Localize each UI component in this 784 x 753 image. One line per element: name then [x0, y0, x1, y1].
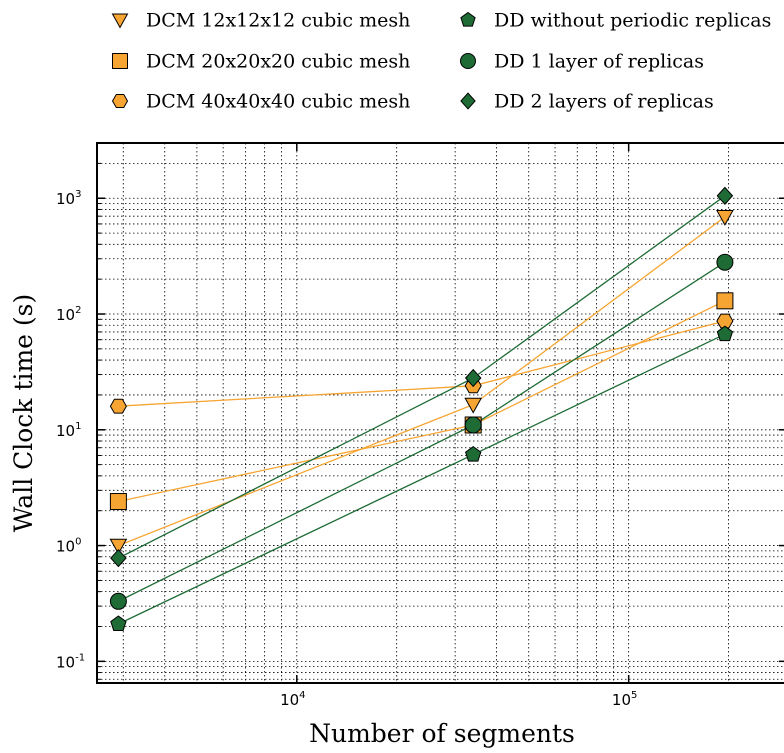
- legend-marker: [112, 53, 128, 69]
- y-tick-label: 10-1: [56, 652, 85, 671]
- series-markers: [109, 186, 734, 631]
- legend-item: DCM 20x20x20 cubic mesh: [112, 51, 410, 73]
- legend-label: DD 1 layer of replicas: [494, 51, 704, 73]
- y-axis-label: Wall Clock time (s): [9, 294, 38, 532]
- data-point-4: [464, 416, 482, 434]
- data-point-4: [716, 253, 734, 271]
- y-tick-label: 102: [56, 305, 81, 324]
- data-point-0: [716, 210, 734, 226]
- data-point-1: [109, 493, 127, 511]
- legend-item: DCM 40x40x40 cubic mesh: [111, 91, 410, 113]
- legend-label: DCM 20x20x20 cubic mesh: [146, 51, 410, 73]
- data-point-4: [109, 592, 127, 610]
- data-point-3: [110, 615, 127, 631]
- data-point-2: [109, 398, 127, 414]
- legend-label: DCM 12x12x12 cubic mesh: [146, 10, 410, 32]
- legend-marker: [460, 92, 476, 110]
- legend-item: DD 2 layers of replicas: [460, 91, 714, 113]
- data-point-5: [716, 186, 734, 205]
- data-point-5: [110, 548, 127, 568]
- grid: [97, 142, 784, 683]
- data-point-0: [464, 397, 483, 414]
- y-tick-label: 100: [56, 537, 81, 556]
- legend-marker: [111, 13, 129, 29]
- plot-frame: [96, 142, 784, 684]
- legend-label: DD without periodic replicas: [494, 10, 771, 32]
- y-tick-label: 103: [56, 189, 81, 208]
- series-line-4: [118, 261, 726, 602]
- data-point-0: [109, 538, 128, 555]
- series-lines: [118, 195, 726, 625]
- legend-item: DCM 12x12x12 cubic mesh: [111, 10, 410, 32]
- legend-marker: [111, 94, 129, 108]
- legend-marker: [460, 11, 476, 27]
- x-axis-label: Number of segments: [309, 719, 575, 748]
- y-tick-label: 101: [56, 421, 81, 440]
- data-point-1: [716, 292, 734, 310]
- x-tick-label: 105: [612, 690, 637, 709]
- legend-label: DCM 40x40x40 cubic mesh: [146, 91, 410, 113]
- legend-item: DD without periodic replicas: [460, 10, 771, 32]
- series-line-2: [118, 320, 726, 407]
- series-line-0: [118, 216, 726, 547]
- data-point-3: [716, 325, 734, 342]
- data-point-5: [464, 368, 482, 388]
- x-tick-label: 104: [280, 690, 305, 709]
- data-point-3: [465, 445, 482, 462]
- data-point-2: [716, 313, 734, 329]
- legend-label: DD 2 layers of replicas: [494, 91, 714, 113]
- legend-marker: [460, 53, 476, 69]
- axis-ticks: 104 105 10-1 100 101 102 103: [56, 142, 784, 709]
- legend: DCM 12x12x12 cubic mesh DCM 20x20x20 cubi…: [111, 10, 771, 113]
- legend-item: DD 1 layer of replicas: [460, 51, 704, 73]
- series-line-5: [118, 195, 726, 559]
